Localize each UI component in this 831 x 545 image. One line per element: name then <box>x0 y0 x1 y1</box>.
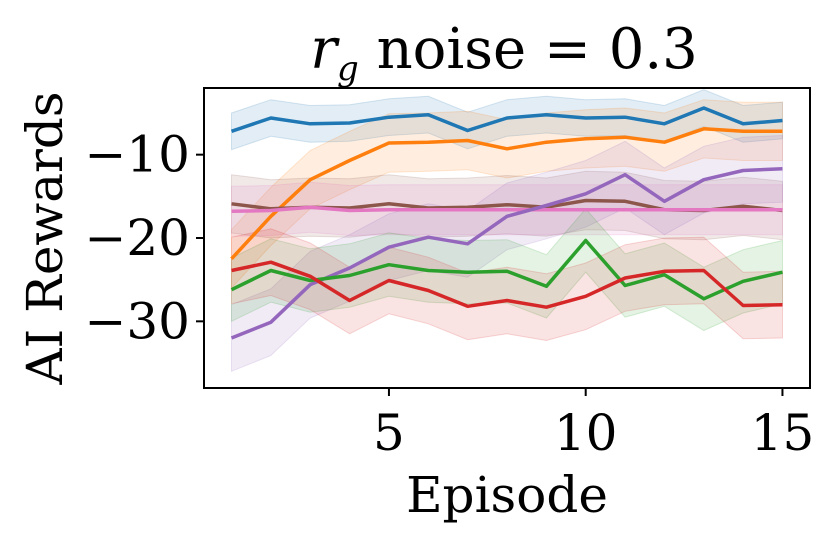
title-rest: noise = 0.3 <box>359 17 698 82</box>
series-line-green <box>230 238 783 301</box>
y-axis-label: AI Rewards <box>16 91 74 385</box>
series-line-red <box>231 260 783 309</box>
x-tick-label: 5 <box>373 404 405 462</box>
x-axis-label: Episode <box>406 466 608 524</box>
series-line-pink <box>231 205 783 214</box>
y-tick-label: −30 <box>84 292 190 350</box>
y-tick-label: −20 <box>84 209 190 267</box>
y-axis-ticks: −10 −20 −30 <box>84 126 204 350</box>
x-tick-label: 15 <box>751 404 815 462</box>
title-subscript: g <box>337 49 359 89</box>
series-lines <box>230 106 783 340</box>
band-red <box>231 228 783 342</box>
title-symbol: r <box>310 17 340 82</box>
series-line-blue <box>230 106 783 133</box>
series-line-orange <box>230 127 783 260</box>
chart-title: rg noise = 0.3 <box>310 17 698 89</box>
x-tick-label: 10 <box>554 404 618 462</box>
y-tick-label: −10 <box>84 126 190 184</box>
x-axis-ticks: 5 10 15 <box>373 388 814 462</box>
